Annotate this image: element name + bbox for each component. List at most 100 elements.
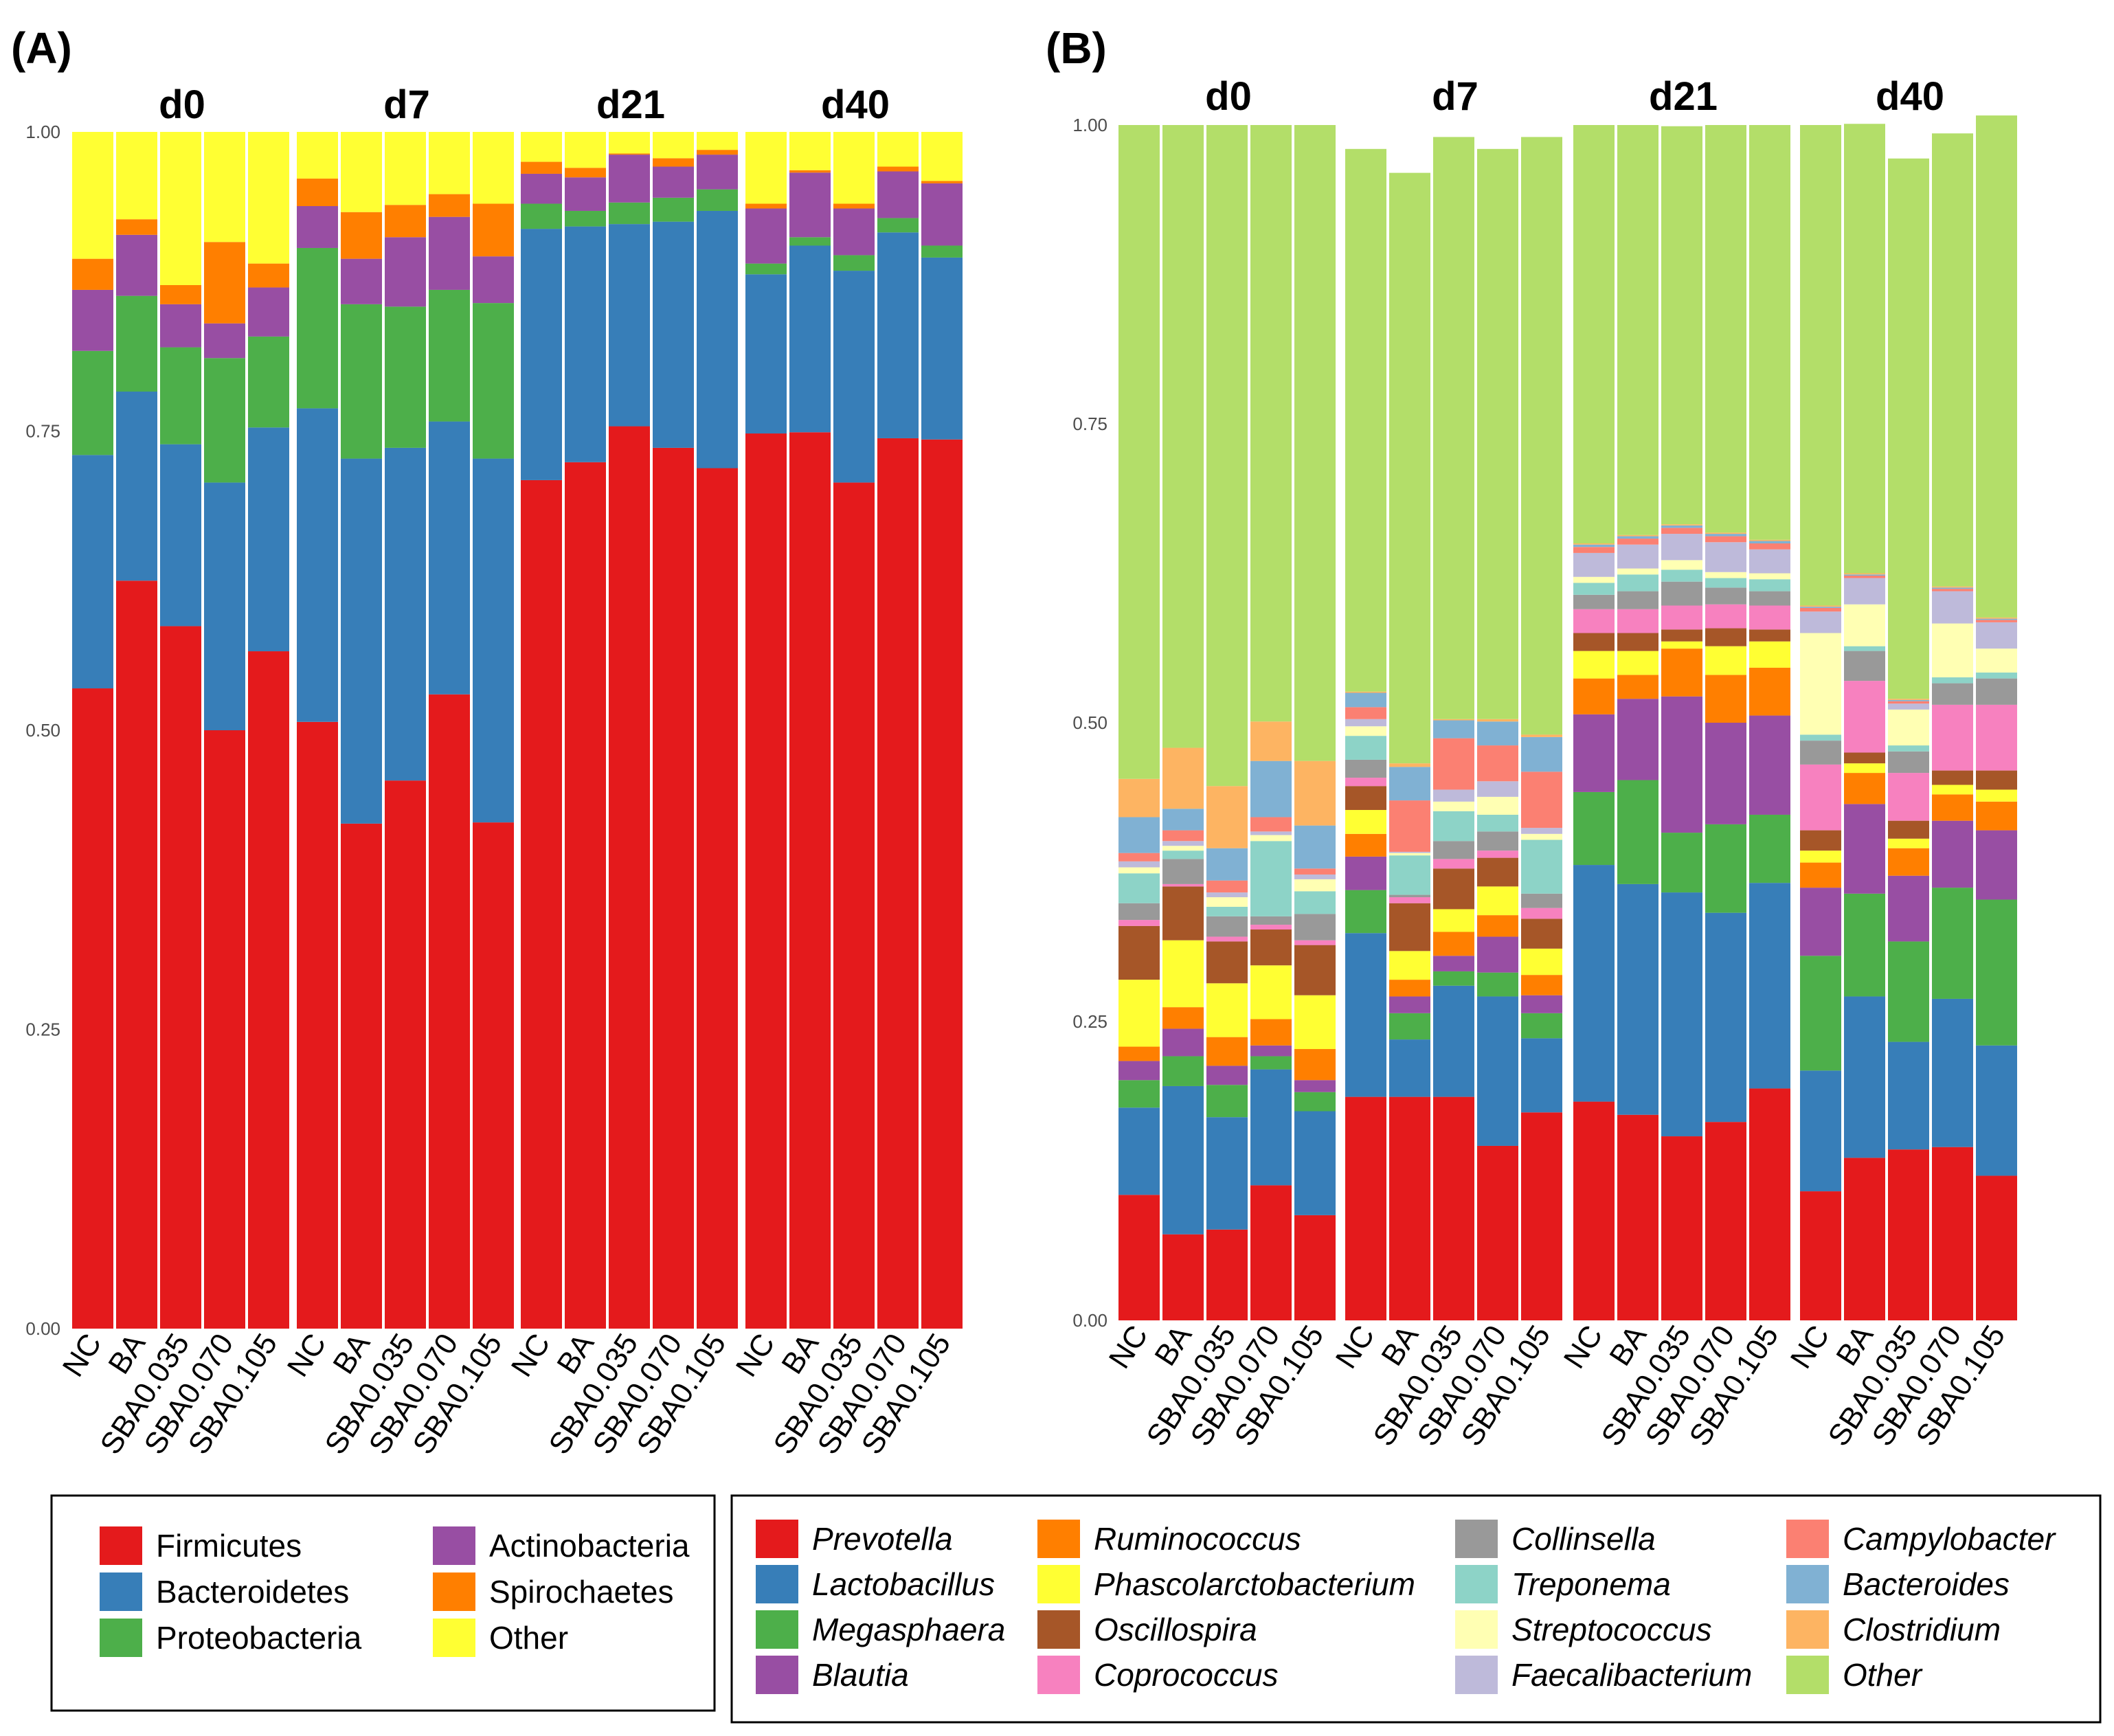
bar-segment-treponema-d7-sba0.035 [1433,811,1474,842]
bar-segment-streptococcus-d40-sba0.105 [1976,649,2017,673]
bar-segment-coprococcus-d21-sba0.035 [1661,605,1702,630]
bar-segment-treponema-d40-ba [1844,646,1885,651]
bar-segment-coprococcus-d0-sba0.105 [1294,940,1336,945]
bar-segment-clostridium-d0-sba0.105 [1294,760,1336,826]
bar-segment-campylobacter-d0-nc [1118,853,1160,861]
bar-segment-oscillospira-d7-sba0.105 [1521,918,1562,949]
bar-segment-megasphaera-d21-sba0.105 [1749,814,1790,883]
bar-segment-faecalibacterium-d7-sba0.035 [1433,789,1474,802]
bar-segment-other-d21-sba0.105 [1749,125,1790,540]
bar-segment-phascolarctobacterium-d0-ba [1162,940,1204,1008]
bar-segment-treponema-d0-sba0.035 [1206,906,1248,916]
bar-segment-streptococcus-d21-ba [1617,568,1658,575]
bar-segment-other-d7-sba0.035 [385,132,426,205]
bar-segment-streptococcus-d0-nc [1118,867,1160,874]
bar-segment-clostridium-d40-sba0.070 [1932,586,1973,588]
bar-segment-megasphaera-d21-sba0.070 [1705,824,1746,913]
bar-segment-clostridium-d7-sba0.105 [1521,734,1562,737]
facet-label-d7: d7 [383,82,430,127]
bar-segment-lactobacillus-d7-nc [1345,933,1386,1097]
bar-segment-bacteroidetes-d40-sba0.105 [921,257,963,440]
bar-segment-bacteroidetes-d0-sba0.070 [204,482,245,730]
legend-frame [50,1494,716,1712]
bar-segment-oscillospira-d0-nc [1118,925,1160,980]
bar-segment-spirochaetes-d0-sba0.035 [160,284,201,304]
x-tick-label: NC [730,1328,782,1383]
bar-segment-lactobacillus-d7-sba0.105 [1521,1038,1562,1113]
bar-segment-megasphaera-d7-ba [1389,1013,1430,1040]
bar-segment-blautia-d7-ba [1389,996,1430,1013]
bar-segment-other-d0-sba0.035 [160,132,201,285]
bar-segment-blautia-d0-sba0.070 [1250,1045,1292,1057]
bar-segment-other-d21-sba0.105 [697,132,738,150]
legend-swatch-campylobacter [1786,1520,1829,1558]
x-tick-label: NC [281,1328,333,1383]
bar-segment-other-d0-ba [116,132,157,220]
bar-segment-ruminococcus-d21-nc [1573,678,1615,714]
bar-segment-bacteroides-d21-nc [1573,544,1615,548]
bar-segment-clostridium-d0-sba0.070 [1250,721,1292,761]
bar-segment-proteobacteria-d7-sba0.070 [429,289,470,422]
bar-segment-firmicutes-d40-sba0.105 [921,439,963,1329]
legend-label-streptococcus: Streptococcus [1511,1612,1711,1647]
bar-segment-clostridium-d40-ba [1844,573,1885,575]
bar-segment-actinobacteria-d0-sba0.105 [248,287,289,337]
facet-label-d0: d0 [1205,74,1252,119]
bar-segment-streptococcus-d21-sba0.035 [1661,560,1702,570]
bar-segment-phascolarctobacterium-d21-sba0.105 [1749,641,1790,668]
bar-segment-treponema-d0-sba0.070 [1250,841,1292,916]
bar-segment-other-d7-ba [341,132,382,212]
bar-segment-proteobacteria-d0-ba [116,295,157,392]
bar-segment-oscillospira-d0-sba0.105 [1294,945,1336,995]
bar-segment-other-d21-ba [565,132,606,168]
bar-segment-coprococcus-d21-sba0.105 [1749,605,1790,630]
bar-segment-proteobacteria-d40-sba0.070 [877,218,919,233]
bar-segment-lactobacillus-d7-sba0.070 [1477,996,1518,1146]
bar-segment-ruminococcus-d7-ba [1389,980,1430,997]
bar-segment-spirochaetes-d0-ba [116,219,157,235]
bar-segment-ruminococcus-d0-sba0.035 [1206,1037,1248,1066]
legend-swatch-faecalibacterium [1455,1656,1498,1694]
bar-segment-blautia-d21-ba [1617,699,1658,780]
bar-segment-bacteroidetes-d0-sba0.035 [160,444,201,627]
bar-segment-actinobacteria-d40-sba0.105 [921,183,963,246]
bar-segment-lactobacillus-d21-sba0.070 [1705,912,1746,1123]
legend-swatch-actinobacteria [433,1526,475,1565]
bar-segment-bacteroidetes-d21-sba0.035 [609,224,650,427]
bar-segment-spirochaetes-d40-nc [745,203,787,209]
bar-segment-phascolarctobacterium-d7-nc [1345,810,1386,834]
bar-segment-coprococcus-d7-sba0.035 [1433,859,1474,869]
bar-segment-bacteroidetes-d7-sba0.105 [473,458,514,823]
legend-swatch-treponema [1455,1565,1498,1603]
bar-segment-streptococcus-d7-sba0.105 [1521,833,1562,840]
bar-segment-blautia-d40-sba0.105 [1976,830,2017,900]
bar-segment-proteobacteria-d21-nc [521,203,562,229]
bar-segment-bacteroides-d21-sba0.035 [1661,525,1702,528]
x-tick-label: NC [1329,1320,1382,1375]
bar-segment-faecalibacterium-d0-sba0.035 [1206,892,1248,898]
bar-segment-bacteroidetes-d40-ba [789,245,831,433]
bar-segment-oscillospira-d7-ba [1389,903,1430,951]
bar-segment-blautia-d0-sba0.105 [1294,1080,1336,1092]
bar-segment-prevotella-d21-ba [1617,1114,1658,1320]
legend-a: Firmicutes Bacteroidetes Proteobacteria Act… [50,1494,716,1712]
bar-segment-phascolarctobacterium-d0-sba0.035 [1206,983,1248,1037]
bar-segment-proteobacteria-d7-nc [297,247,338,409]
bar-segment-phascolarctobacterium-d21-sba0.070 [1705,646,1746,675]
bar-segment-spirochaetes-d7-sba0.035 [385,205,426,238]
bar-segment-streptococcus-d0-ba [1162,846,1204,851]
bar-segment-bacteroides-d7-nc [1345,692,1386,708]
bar-segment-ruminococcus-d40-sba0.105 [1976,801,2017,831]
bar-segment-phascolarctobacterium-d21-nc [1573,651,1615,679]
bar-segment-spirochaetes-d21-ba [565,168,606,178]
bar-segment-firmicutes-d40-sba0.070 [877,438,919,1329]
legend-swatch-streptococcus [1455,1610,1498,1649]
bar-segment-ruminococcus-d21-sba0.035 [1661,649,1702,697]
bar-segment-bacteroides-d0-nc [1118,817,1160,853]
bar-segment-ruminococcus-d21-sba0.070 [1705,675,1746,723]
bar-segment-spirochaetes-d0-sba0.070 [204,242,245,324]
bar-segment-clostridium-d21-sba0.105 [1749,539,1790,541]
bar-segment-ruminococcus-d21-ba [1617,675,1658,699]
legend-label-collinsella: Collinsella [1511,1521,1656,1557]
bar-segment-ruminococcus-d7-nc [1345,833,1386,857]
